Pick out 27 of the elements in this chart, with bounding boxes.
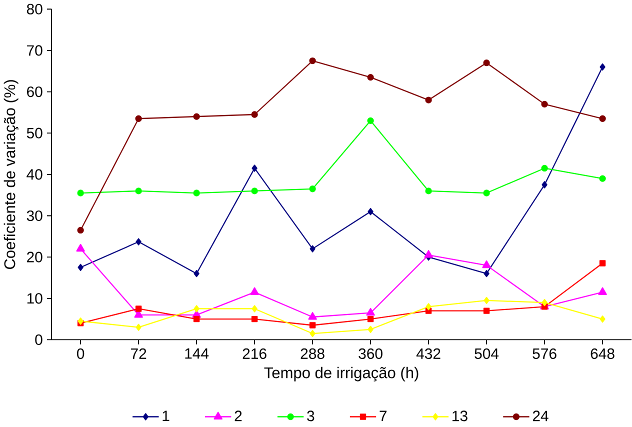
- x-tick-label: 0: [76, 348, 84, 359]
- x-tick-label: 72: [131, 348, 146, 359]
- y-tick-label: 70: [27, 44, 42, 56]
- x-tick-label: 360: [358, 348, 382, 359]
- y-tick-label: 10: [27, 292, 42, 304]
- y-tick-label: 40: [26, 168, 42, 180]
- y-tick-label: 50: [26, 128, 42, 138]
- x-tick-label: 144: [185, 348, 209, 358]
- y-tick-label: 60: [27, 86, 42, 97]
- x-tick-label: 288: [300, 348, 324, 359]
- x-axis-title: Tempo de irrigação (h): [264, 366, 418, 382]
- x-tick-label: 648: [590, 348, 614, 359]
- legend-label: 13: [452, 410, 468, 422]
- y-tick-label: 30: [26, 210, 42, 221]
- legend-label: 2: [234, 410, 242, 421]
- x-tick-label: 432: [416, 348, 440, 359]
- legend-label: 7: [380, 410, 387, 421]
- y-tick-label: 20: [27, 252, 42, 262]
- y-axis-title: Coeficiente de variação (%): [4, 80, 18, 269]
- y-tick-label: 0: [35, 334, 42, 345]
- x-tick-label: 504: [474, 348, 499, 359]
- legend-label: 24: [532, 410, 548, 421]
- x-tick-label: 576: [532, 348, 556, 359]
- legend-label: 3: [307, 410, 314, 422]
- x-tick-label: 216: [242, 348, 266, 359]
- legend-label: 1: [162, 410, 170, 421]
- y-tick-label: 80: [26, 4, 42, 14]
